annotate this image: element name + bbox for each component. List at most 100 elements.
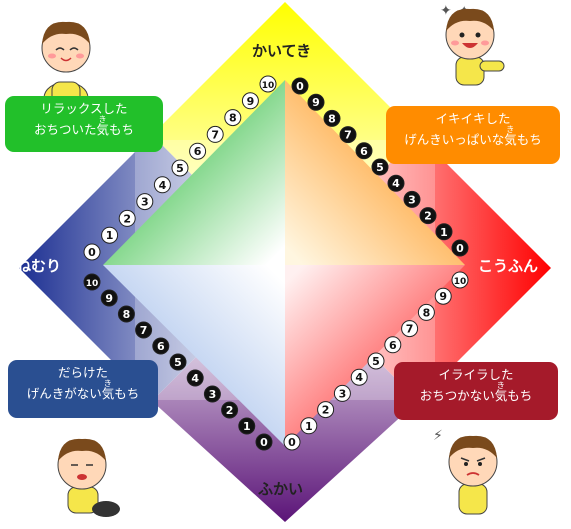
scale-number: 2 xyxy=(424,210,432,223)
sluggish-box: だらけた げんきがないき気もち xyxy=(8,360,158,418)
scale-circle xyxy=(451,271,469,289)
scale-marker-bottom_right_edge-1: 1 xyxy=(300,417,318,435)
scale-circle xyxy=(403,190,421,208)
irritated-box-kanji: 気 xyxy=(494,388,508,403)
scale-marker-top_right_edge-6: 4 xyxy=(387,174,405,192)
scale-circle xyxy=(317,401,335,419)
scale-circle xyxy=(255,433,273,451)
scale-circle xyxy=(283,433,301,451)
scale-circle xyxy=(153,176,171,194)
scale-marker-bottom_left_edge-6: 4 xyxy=(186,369,204,387)
sluggish-box-furigana: き xyxy=(103,379,112,388)
tired-boy-icon xyxy=(57,438,120,517)
scale-circle xyxy=(401,320,419,338)
scale-marker-bottom_right_edge-5: 5 xyxy=(367,352,385,370)
svg-text:✦: ✦ xyxy=(440,3,452,19)
scale-number: 8 xyxy=(229,112,237,125)
scale-number: 0 xyxy=(88,246,96,259)
scale-circle xyxy=(203,385,221,403)
energetic-box-line1: イキイキした xyxy=(435,111,511,126)
scale-marker-top_left_edge-1: 1 xyxy=(101,226,119,244)
scale-marker-top_left_edge-0: 0 xyxy=(83,243,101,261)
scale-number: 0 xyxy=(456,242,464,255)
axis-label-bottom: ふかい xyxy=(258,480,304,498)
energetic-box-furigana: き xyxy=(506,125,515,134)
scale-number: 4 xyxy=(191,372,199,385)
scale-marker-top_left_edge-6: 6 xyxy=(189,142,207,160)
scale-circle xyxy=(135,321,153,339)
scale-number: 8 xyxy=(123,308,131,321)
irritated-box-furigana: き xyxy=(496,381,505,390)
scale-marker-top_left_edge-3: 3 xyxy=(136,193,154,211)
scale-number: 3 xyxy=(408,193,416,206)
sluggish-box-line1: だらけた xyxy=(57,365,108,380)
scale-number: 7 xyxy=(406,323,414,336)
scale-number: 9 xyxy=(247,95,255,108)
scale-marker-bottom_left_edge-7: 3 xyxy=(203,385,221,403)
scale-circle xyxy=(118,209,136,227)
relaxed-box-kanji: 気 xyxy=(96,122,109,137)
scale-circle xyxy=(367,352,385,370)
scale-number: 2 xyxy=(123,212,131,225)
scale-circle xyxy=(333,384,351,402)
scale-number: 0 xyxy=(260,436,268,449)
scale-circle xyxy=(171,159,189,177)
scale-marker-top_right_edge-0: 0 xyxy=(291,77,309,95)
scale-circle xyxy=(101,226,119,244)
irritated-box: イライラした おちつかないき気もち xyxy=(394,362,558,420)
scale-number: 6 xyxy=(194,145,202,158)
energetic-box-line2: げんきいっぱいな xyxy=(404,132,505,147)
relaxed-box-line1: リラックスした xyxy=(40,101,128,116)
scale-circle xyxy=(169,353,187,371)
scale-marker-bottom_left_edge-10: 0 xyxy=(255,433,273,451)
irritated-box-line2-end: もち xyxy=(507,388,533,403)
scale-marker-bottom_right_edge-3: 3 xyxy=(333,384,351,402)
scale-number: 1 xyxy=(305,420,313,433)
scale-number: 9 xyxy=(105,292,113,305)
scale-marker-bottom_right_edge-8: 8 xyxy=(417,303,435,321)
scale-circle xyxy=(117,305,135,323)
sluggish-box-line2-end: もち xyxy=(114,386,140,401)
relaxed-box-line2-end: もち xyxy=(109,122,135,137)
scale-circle xyxy=(451,239,469,257)
scale-circle xyxy=(339,126,357,144)
green-quadrant xyxy=(103,80,285,265)
scale-marker-top_right_edge-5: 5 xyxy=(371,158,389,176)
scale-number: 1 xyxy=(106,229,114,242)
scale-marker-bottom_right_edge-2: 2 xyxy=(317,401,335,419)
scale-number: 3 xyxy=(141,196,149,209)
scale-marker-top_left_edge-4: 4 xyxy=(153,176,171,194)
axis-label-right: こうふん xyxy=(478,257,539,275)
scale-number: 0 xyxy=(296,80,304,93)
scale-marker-top_left_edge-10: 10 xyxy=(259,75,277,93)
scale-number: 6 xyxy=(389,339,397,352)
scale-marker-bottom_right_edge-0: 0 xyxy=(283,433,301,451)
scale-circle xyxy=(206,125,224,143)
scale-marker-bottom_right_edge-7: 7 xyxy=(401,320,419,338)
scale-number: 4 xyxy=(392,177,400,190)
scale-marker-top_left_edge-9: 9 xyxy=(241,92,259,110)
scale-number: 2 xyxy=(226,404,234,417)
energetic-box-kanji: 気 xyxy=(504,132,517,147)
scale-number: 5 xyxy=(372,355,380,368)
scale-circle xyxy=(350,368,368,386)
scale-circle xyxy=(152,337,170,355)
scale-marker-bottom_left_edge-3: 7 xyxy=(135,321,153,339)
excited-boy-icon: ✦ ✦ xyxy=(440,3,505,86)
scale-marker-bottom_left_edge-2: 8 xyxy=(117,305,135,323)
scale-number: 3 xyxy=(339,387,347,400)
scale-number: 3 xyxy=(209,388,217,401)
scale-number: 6 xyxy=(157,340,165,353)
scale-circle xyxy=(417,303,435,321)
energetic-box-line2-end: もち xyxy=(516,132,542,147)
scale-number: 9 xyxy=(312,96,320,109)
scale-circle xyxy=(435,223,453,241)
relaxed-box: リラックスした おちついたき気もち xyxy=(5,96,163,152)
scale-number: 1 xyxy=(440,226,448,239)
scale-marker-bottom_right_edge-10: 10 xyxy=(451,271,469,289)
scale-number: 5 xyxy=(174,356,182,369)
scale-marker-bottom_left_edge-4: 6 xyxy=(152,337,170,355)
scale-marker-bottom_right_edge-6: 6 xyxy=(384,336,402,354)
scale-number: 2 xyxy=(322,404,330,417)
